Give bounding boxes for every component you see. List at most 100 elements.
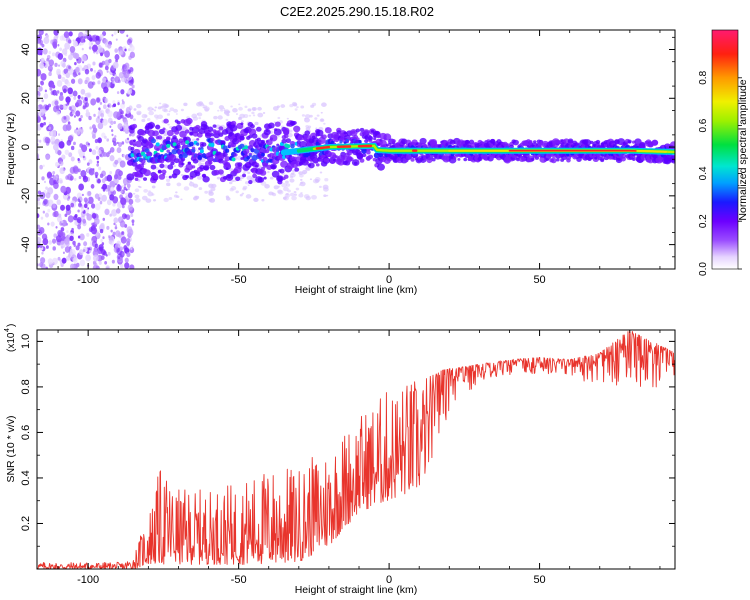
spectrogram-ridge-blob [272, 165, 276, 169]
spectrogram-halo-blob [247, 171, 251, 175]
spectrogram-halo-blob [141, 113, 148, 119]
spectrogram-noise-blob [86, 190, 92, 197]
spectrogram-y-tick-label: 0 [20, 144, 32, 150]
spectrogram-ridge-blob [292, 120, 297, 125]
spectrogram-noise-blob [56, 71, 59, 75]
spectrogram-noise-blob [78, 175, 82, 180]
spectrogram-halo-blob [189, 180, 193, 184]
spectrogram-halo-blob [180, 174, 184, 177]
spectrogram-ridge-blob [361, 153, 367, 158]
spectrogram-noise-blob [74, 177, 77, 181]
spectrogram-noise-blob [117, 256, 121, 260]
spectrogram-noise-blob [114, 135, 117, 138]
spectrogram-noise-blob [102, 118, 108, 126]
spectrogram-halo-blob [213, 115, 218, 120]
snr-y-ticks: 0.2 0.4 0.6 0.8 1.0 [20, 334, 675, 547]
spectrogram-noise-blob [73, 215, 78, 221]
spectrogram-noise-blob [52, 89, 57, 96]
chart-title: C2E2.2025.290.15.18.R02 [280, 4, 434, 19]
spectrogram-halo-blob [269, 176, 274, 180]
spectrogram-noise-blob [43, 36, 50, 45]
spectrogram-halo-blob [147, 106, 154, 112]
spectrogram-halo-blob [229, 168, 234, 172]
spectrogram-noise-blob [97, 80, 101, 85]
spectrogram-ridge-blob [556, 158, 560, 162]
colorbar-tick-label: 0.2 [698, 214, 709, 228]
spectrogram-ridge-peak [244, 145, 249, 150]
spectrogram-noise-blob [124, 257, 129, 263]
spectrogram-noise-blob [94, 217, 100, 225]
spectrogram-noise-blob [84, 97, 88, 102]
spectrogram-halo-blob [132, 118, 136, 121]
spectrogram-noise-blob [90, 203, 96, 209]
spectrogram-ridge-blob [134, 177, 139, 181]
spectrogram-noise-blob [85, 109, 89, 113]
spectrogram-ridge-blob [203, 165, 209, 171]
spectrogram-noise-blob [100, 255, 105, 261]
spectrogram-noise-blob [78, 249, 84, 256]
spectrogram-ridge-blob [262, 156, 268, 162]
spectrogram-halo-blob [324, 178, 329, 182]
spectrogram-halo-blob [223, 107, 226, 110]
spectrogram-halo-blob [280, 104, 286, 108]
spectrogram-noise-blob [39, 262, 44, 268]
spectrogram-noise-blob [37, 236, 42, 244]
spectrogram-noise-blob [68, 65, 71, 70]
spectrogram-halo-blob [309, 178, 313, 181]
spectrogram-noise-blob [55, 161, 60, 167]
spectrogram-halo-blob [315, 127, 318, 130]
spectrogram-ridge-core [290, 143, 295, 149]
spectrogram-noise-blob [78, 72, 81, 76]
spectrogram-ridge-blob [152, 130, 159, 137]
spectrogram-noise-blob [40, 73, 47, 81]
spectrogram-noise-blob [113, 222, 116, 226]
spectrogram-noise-blob [77, 242, 81, 247]
spectrogram-noise-blob [70, 202, 75, 208]
spectrogram-ridge-blob [263, 128, 271, 136]
spectrogram-halo-blob [293, 190, 297, 194]
spectrogram-noise-blob [77, 95, 81, 99]
spectrogram-ridge-blob [155, 124, 161, 130]
spectrogram-noise-blob [98, 166, 102, 171]
spectrogram-ridge-blob [257, 176, 265, 183]
spectrogram-noise-blob [52, 211, 57, 217]
spectrogram-ridge-blob [225, 167, 229, 170]
spectrogram-ridge-peak [210, 142, 215, 147]
spectrogram-noise-blob [59, 104, 63, 109]
spectrogram-ridge-blob [305, 160, 309, 164]
spectrogram-noise-blob [50, 129, 57, 138]
colorbar-gradient [711, 29, 739, 270]
spectrogram-halo-blob [226, 113, 230, 117]
spectrogram-halo-blob [225, 118, 229, 122]
spectrogram-noise-blob [37, 224, 41, 230]
spectrogram-ridge-blob [133, 139, 137, 143]
spectrogram-noise-blob [99, 153, 102, 157]
spectrogram-ridge-blob [233, 153, 238, 157]
spectrogram-ridge-peak [185, 140, 190, 145]
spectrogram-ridge-blob [252, 173, 258, 179]
spectrogram-ridge-core [361, 147, 368, 154]
spectrogram-noise-blob [109, 146, 115, 153]
spectrogram-ridge-blob [545, 158, 549, 162]
spectrogram-ridge-blob [242, 173, 247, 178]
spectrogram-noise-blob [60, 227, 65, 232]
spectrogram-halo-blob [153, 199, 157, 202]
spectrogram-halo-blob [304, 117, 310, 123]
spectrogram-halo-blob [241, 192, 245, 195]
spectrogram-halo-blob [320, 118, 324, 122]
spectrogram-noise-blob [53, 193, 59, 201]
spectrogram-ridge-core [248, 154, 252, 158]
spectrogram-x-axis-label: Height of straight line (km) [295, 284, 418, 296]
spectrogram-noise-blob [113, 217, 119, 224]
spectrogram-noise-blob [124, 48, 127, 52]
spectrogram-noise-blob [99, 101, 103, 105]
spectrogram-halo-blob [193, 196, 199, 201]
spectrogram-halo-blob [314, 117, 318, 120]
spectrogram-halo-blob [239, 113, 246, 119]
spectrogram-noise-blob [48, 121, 51, 125]
spectrogram-noise-blob [45, 154, 50, 161]
spectrogram-ridge-blob [583, 139, 592, 146]
spectrogram-halo-blob [291, 195, 297, 201]
spectrogram-noise-blob [109, 213, 112, 217]
spectrogram-halo-blob [183, 102, 188, 107]
